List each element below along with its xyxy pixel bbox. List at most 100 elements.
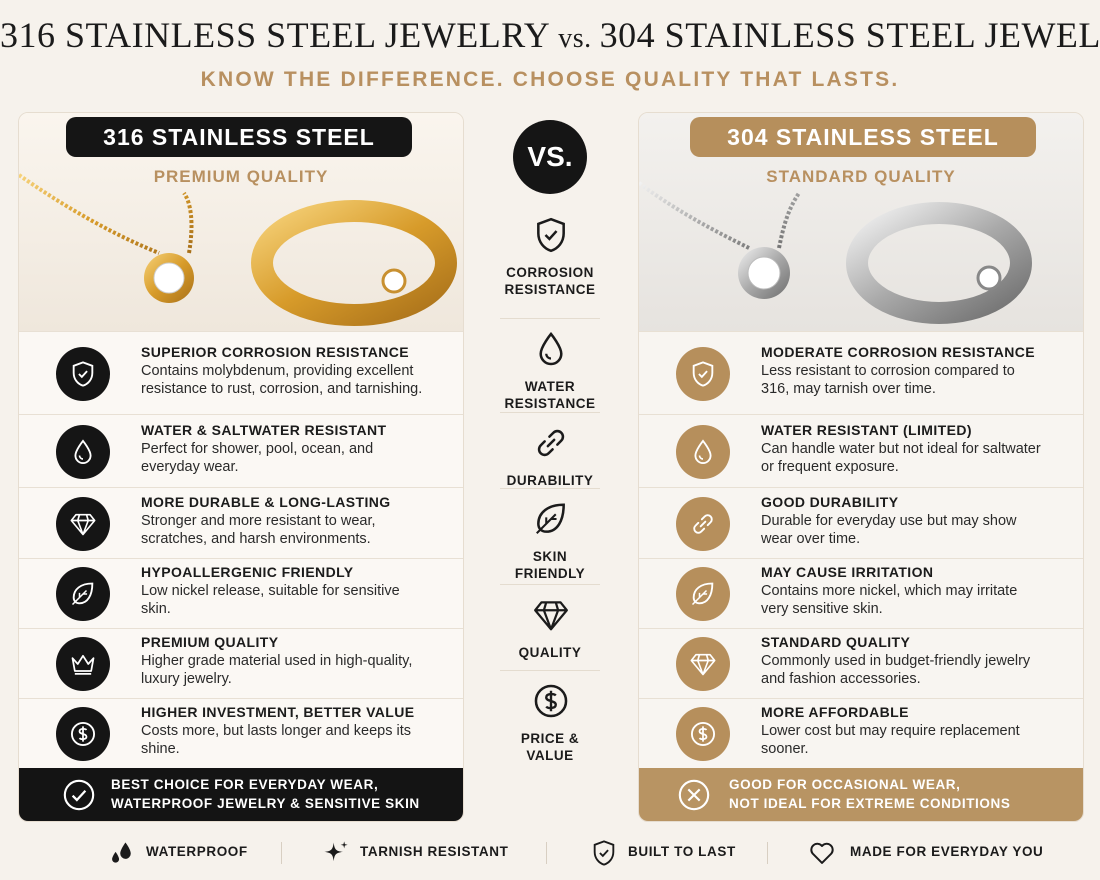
verdict-line: WATERPROOF JEWELRY & SENSITIVE SKIN (111, 796, 420, 811)
feature-icon (676, 496, 730, 551)
feature-title: MORE DURABLE & LONG-LASTING (141, 493, 391, 510)
footer-icon (108, 839, 136, 867)
icon (689, 650, 717, 678)
title: 316 STAINLESS STEEL JEWELRY vs. 304 STAINL… (0, 14, 1100, 56)
footer-sep (767, 842, 768, 864)
vs-badge: VS. (513, 120, 587, 194)
card-title: 304 STAINLESS STEEL (690, 117, 1036, 157)
footer-label: MADE FOR EVERYDAY YOU (850, 844, 1044, 859)
icon (69, 360, 97, 388)
feature-icon (56, 424, 110, 479)
feature-row: MODERATE CORROSION RESISTANCE Less resist… (639, 331, 1083, 415)
feature-text: Low nickel release, suitable for sensiti… (141, 583, 400, 617)
icon (69, 650, 97, 678)
feature-title: MAY CAUSE IRRITATION (761, 564, 934, 580)
icon (69, 438, 97, 466)
title-left: 316 STAINLESS STEEL JEWELRY (0, 15, 551, 55)
feature-title: MODERATE CORROSION RESISTANCE (761, 343, 1035, 360)
verdict-icon (62, 778, 96, 812)
feature-text: Costs more, but lasts longer and keeps i… (141, 723, 411, 757)
feature-text: Durable for everyday use but may show we… (761, 512, 1017, 547)
card-304: 304 STAINLESS STEEL STANDARD QUALITY GOO… (638, 112, 1084, 822)
criteria-label: CORROSION RESISTANCE (504, 265, 596, 297)
feature-text: Commonly used in budget-friendly jewelry… (761, 653, 1031, 687)
icon (689, 510, 717, 538)
feature-title: WATER RESISTANT (LIMITED) (761, 421, 972, 438)
footer-icon (808, 839, 836, 867)
feature-title: GOOD DURABILITY (761, 493, 899, 510)
feature-row: HIGHER INVESTMENT, BETTER VALUE Costs mor… (19, 698, 463, 769)
feature-text: Lower cost but may require replacement s… (761, 723, 1020, 757)
verdict-bar: GOOD FOR OCCASIONAL WEAR, NOT IDEAL FOR … (639, 768, 1083, 821)
feature-row: STANDARD QUALITY Commonly used in budget-… (639, 628, 1083, 699)
footer-icon (590, 839, 618, 867)
divider (500, 318, 600, 319)
criteria-label: QUALITY (518, 645, 582, 660)
feature-row: WATER RESISTANT (LIMITED) Can handle wate… (639, 414, 1083, 488)
feature-row: MORE DURABLE & LONG-LASTING Stronger and … (19, 487, 463, 559)
subtitle: KNOW THE DIFFERENCE. CHOOSE QUALITY THAT… (200, 68, 900, 91)
divider (500, 584, 600, 585)
icon (689, 580, 717, 608)
icon (69, 580, 97, 608)
footer-label: WATERPROOF (146, 844, 248, 859)
title-right: 304 STAINLESS STEEL JEWELRY (599, 15, 1100, 55)
card-grade: PREMIUM QUALITY (153, 167, 329, 186)
icon (69, 720, 97, 748)
feature-text: Contains more nickel, which may irritate… (761, 583, 1018, 617)
divider (500, 412, 600, 413)
card-316: 316 STAINLESS STEEL PREMIUM QUALITY BEST… (18, 112, 464, 822)
criteria-icon (532, 424, 570, 462)
feature-icon (56, 496, 110, 551)
criteria-label: WATER RESISTANCE (504, 379, 596, 411)
feature-text: Higher grade material used in high-quali… (141, 653, 413, 687)
verdict-line: NOT IDEAL FOR EXTREME CONDITIONS (729, 796, 1011, 811)
footer-label: TARNISH RESISTANT (360, 844, 509, 859)
footer-sep (281, 842, 282, 864)
feature-title: HIGHER INVESTMENT, BETTER VALUE (141, 704, 415, 720)
criteria-icon (532, 500, 570, 538)
verdict-icon (677, 778, 711, 812)
feature-text: Contains molybdenum, providing excellent… (141, 362, 423, 397)
feature-title: SUPERIOR CORROSION RESISTANCE (141, 343, 410, 360)
criteria-label: SKIN FRIENDLY (514, 549, 586, 581)
icon (689, 438, 717, 466)
feature-row: SUPERIOR CORROSION RESISTANCE Contains mo… (19, 331, 463, 415)
criteria-icon (532, 216, 570, 254)
icon (689, 720, 717, 748)
criteria-icon (532, 596, 570, 634)
feature-icon (56, 707, 110, 761)
feature-title: WATER & SALTWATER RESISTANT (141, 421, 387, 438)
feature-text: Stronger and more resistant to wear, scr… (141, 512, 376, 547)
feature-title: STANDARD QUALITY (761, 634, 911, 650)
feature-icon (676, 346, 730, 401)
footer-label: BUILT TO LAST (628, 844, 736, 859)
verdict-line: BEST CHOICE FOR EVERYDAY WEAR, (111, 777, 379, 792)
divider (500, 670, 600, 671)
feature-row: MORE AFFORDABLE Lower cost but may requir… (639, 698, 1083, 769)
feature-row: GOOD DURABILITY Durable for everyday use … (639, 487, 1083, 559)
feature-title: PREMIUM QUALITY (141, 634, 279, 650)
feature-title: MORE AFFORDABLE (761, 704, 909, 720)
feature-icon (56, 637, 110, 691)
criteria-label: PRICE & VALUE (520, 731, 580, 763)
footer-sep (546, 842, 547, 864)
feature-icon (676, 637, 730, 691)
verdict-bar: BEST CHOICE FOR EVERYDAY WEAR, WATERPROO… (19, 768, 463, 821)
card-title: 316 STAINLESS STEEL (66, 117, 412, 157)
feature-title: HYPOALLERGENIC FRIENDLY (141, 564, 354, 580)
feature-text: Less resistant to corrosion compared to … (761, 362, 1015, 397)
feature-icon (676, 707, 730, 761)
feature-icon (56, 567, 110, 621)
criteria-icon (532, 330, 570, 368)
feature-icon (56, 346, 110, 401)
feature-text: Can handle water but not ideal for saltw… (761, 440, 1041, 475)
feature-row: HYPOALLERGENIC FRIENDLY Low nickel releas… (19, 558, 463, 629)
card-grade: STANDARD QUALITY (766, 167, 956, 186)
footer-icon (322, 839, 350, 867)
icon (689, 360, 717, 388)
feature-row: WATER & SALTWATER RESISTANT Perfect for s… (19, 414, 463, 488)
criteria-label: DURABILITY (506, 473, 594, 488)
title-vs: vs. (558, 23, 592, 54)
